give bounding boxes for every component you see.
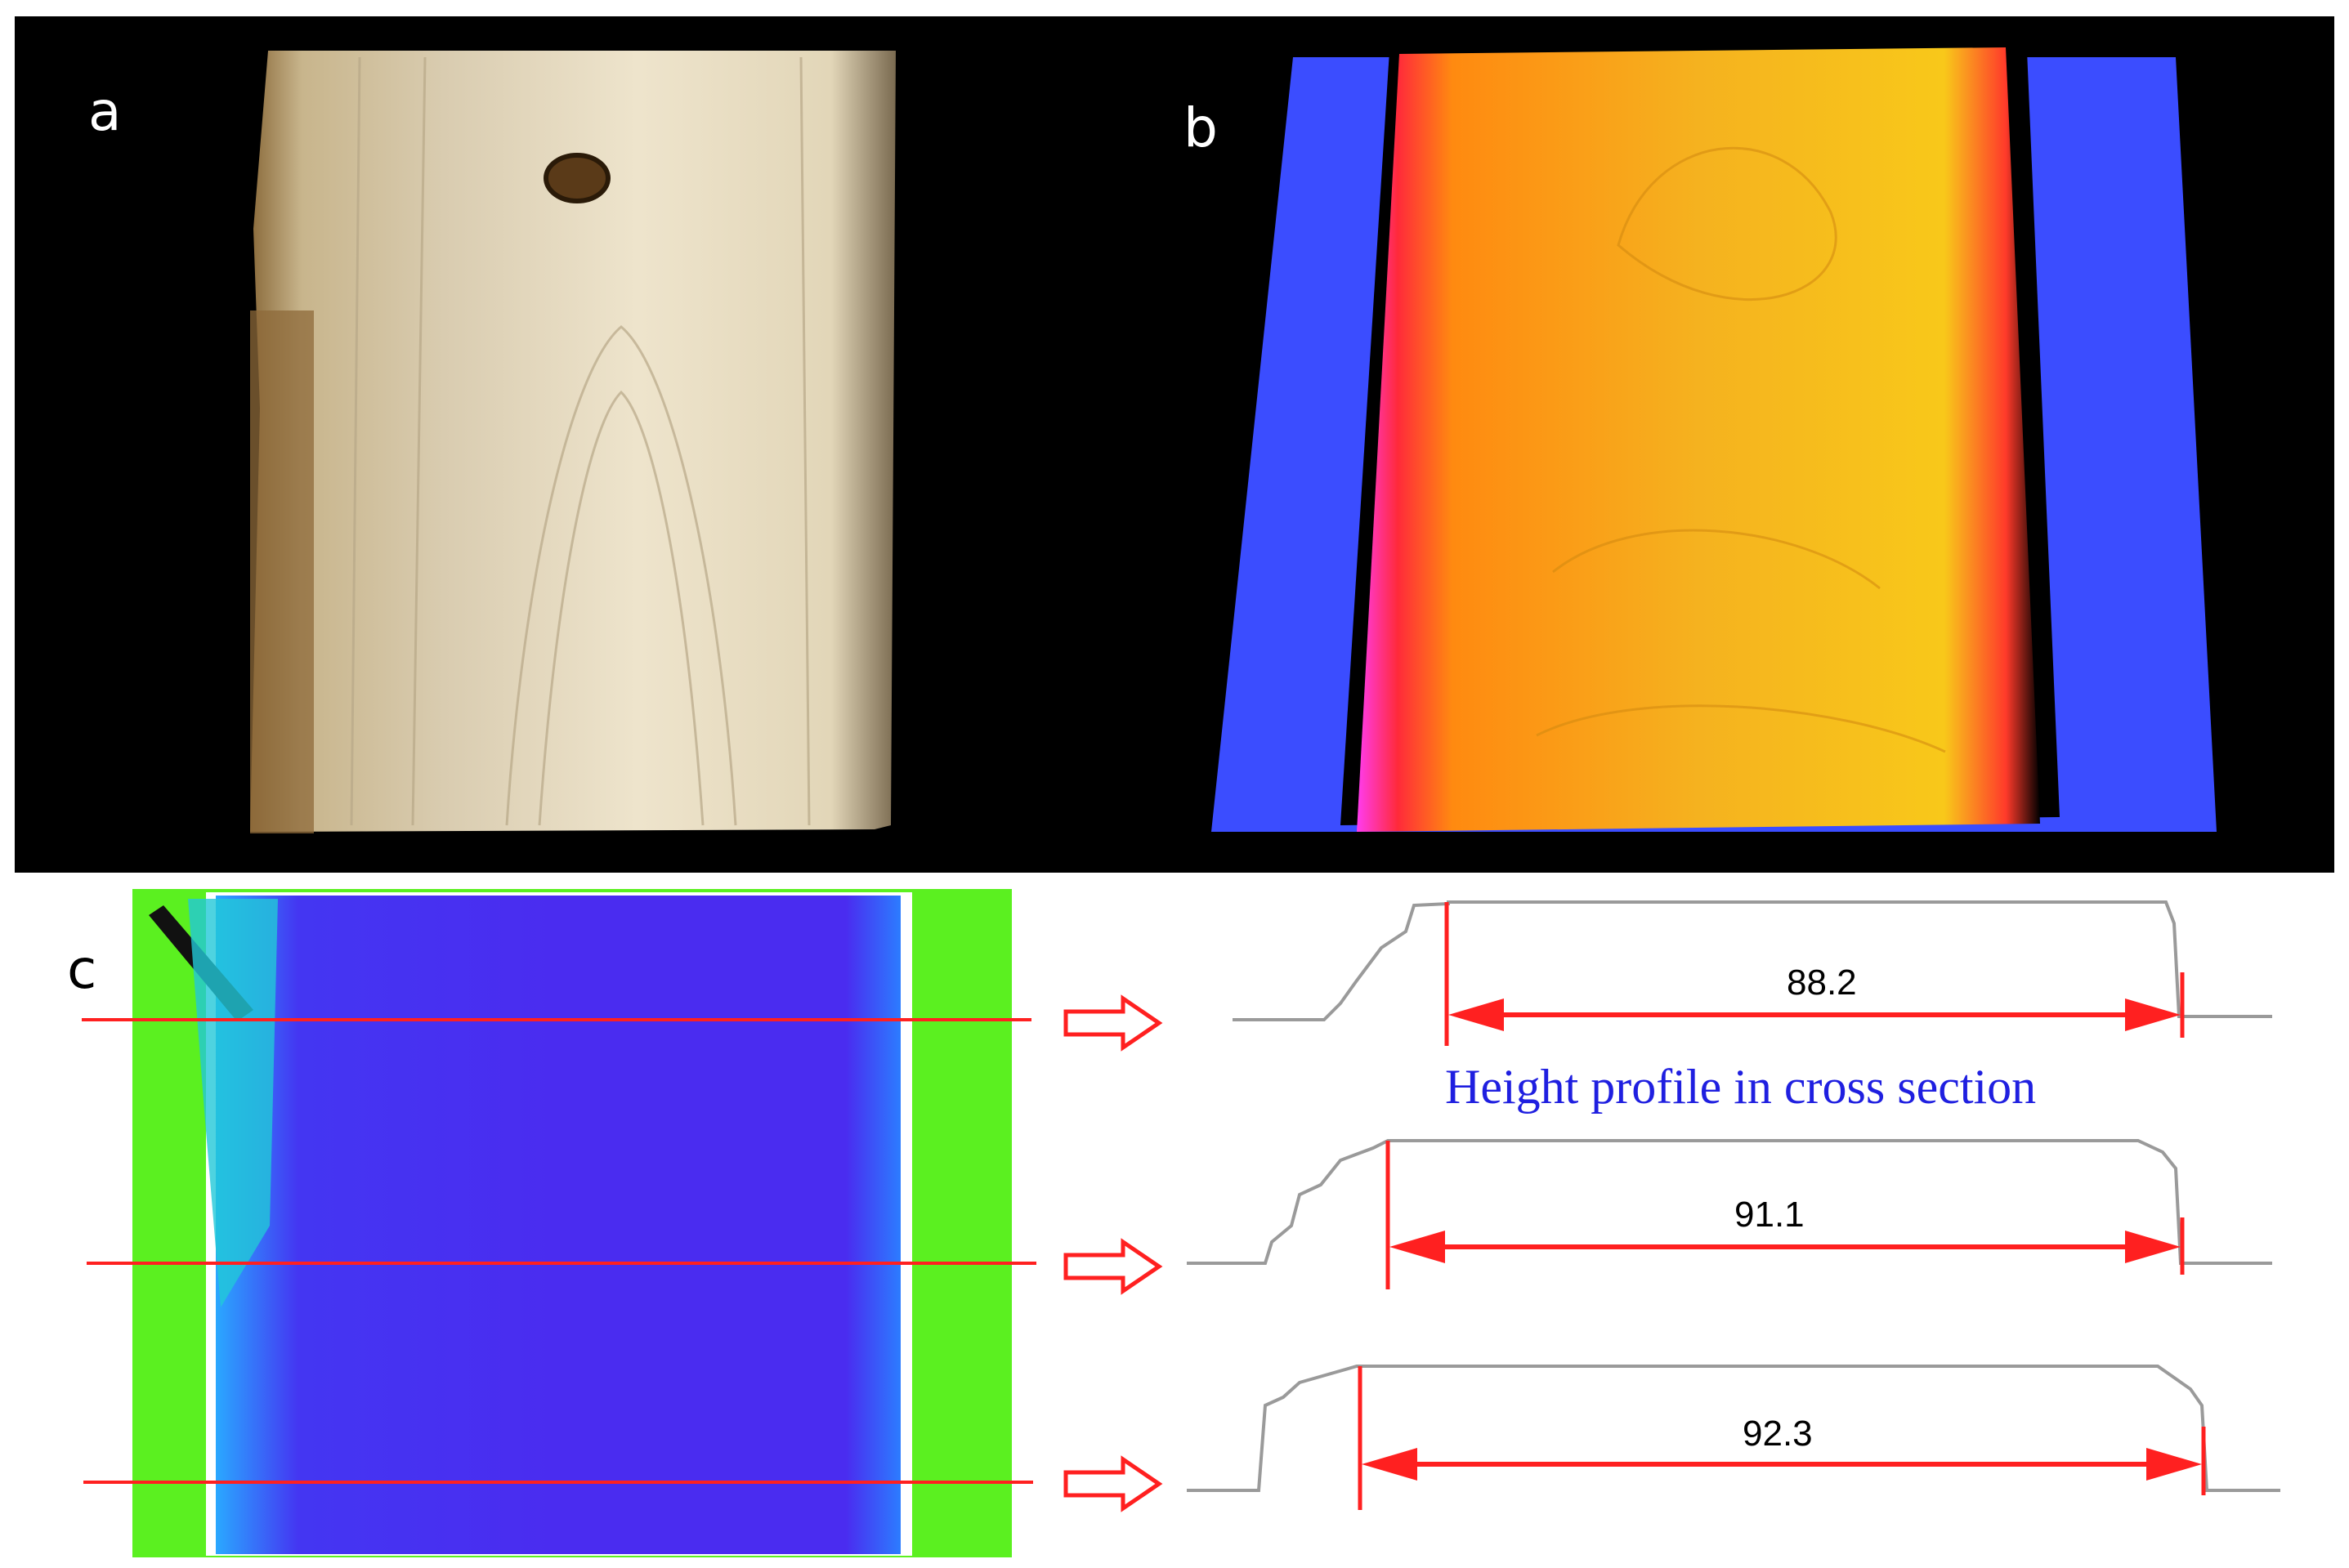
dim3-arrow-right [2146,1448,2202,1481]
profile-1 [1233,900,2272,1021]
bark-edge [250,310,314,833]
profile-3 [1187,1365,2280,1492]
dim1-arrow-left [1448,998,1504,1031]
wood-board [250,51,896,832]
section-arrows [1063,994,1163,1512]
profile-lines [1187,900,2280,1492]
panel-label-a: a [88,80,122,143]
panel-label-c: c [67,938,97,1001]
section-lines [82,1018,1036,1484]
profile-caption: Height profile in cross section [1445,1060,2037,1114]
dimension-markers [1358,902,2206,1510]
dim3-value: 92.3 [1743,1414,1813,1454]
arrow-1 [1063,994,1163,1052]
dim2-value: 91.1 [1734,1195,1805,1235]
dim1-arrow-right [2125,998,2181,1031]
wood-knot [544,153,611,203]
arrow-2 [1063,1238,1163,1295]
panel-label-b: b [1183,96,1218,159]
dim1-value: 88.2 [1787,963,1857,1003]
dim2-arrow-left [1389,1231,1445,1263]
board-topview [216,896,901,1554]
depth-board-surface [1357,47,2040,832]
dim3-arrow-left [1362,1448,1417,1481]
depth-contours [1536,146,1946,753]
wood-grain [350,56,811,826]
dim2-arrow-right [2125,1231,2181,1263]
arrow-3 [1063,1455,1163,1512]
profile-2 [1187,1139,2272,1265]
edge-wane [188,899,278,1307]
